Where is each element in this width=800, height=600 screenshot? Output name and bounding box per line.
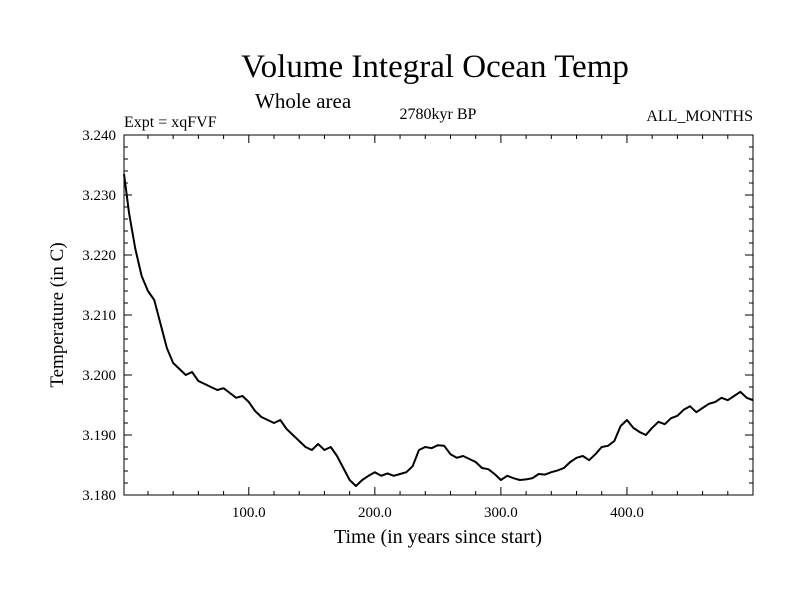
y-tick-label: 3.190 [82,428,116,444]
chart-subtitle: Whole area [255,89,352,113]
x-tick-label: 300.0 [484,505,518,521]
x-tick-label: 400.0 [610,505,644,521]
experiment-label: Expt = xqFVF [124,114,217,131]
y-tick-label: 3.200 [82,368,116,384]
y-tick-label: 3.210 [82,308,116,324]
y-tick-label: 3.180 [82,488,116,504]
y-tick-label: 3.230 [82,188,116,204]
y-tick-label: 3.220 [82,248,116,264]
months-label: ALL_MONTHS [646,108,753,125]
x-tick-label: 200.0 [358,505,392,521]
x-axis-label: Time (in years since start) [334,526,542,548]
y-axis-label: Temperature (in C) [47,242,68,387]
plot-frame [123,134,754,496]
series-line [123,173,754,487]
axis-ticks: 100.0 200.0 300.0 400.0 3.180 3.190 3.200 3.210… [82,128,753,521]
x-tick-label: 100.0 [232,505,266,521]
period-label: 2780kyr BP [400,106,477,123]
chart-title: Volume Integral Ocean Temp [241,49,629,85]
y-tick-label: 3.240 [82,128,116,144]
